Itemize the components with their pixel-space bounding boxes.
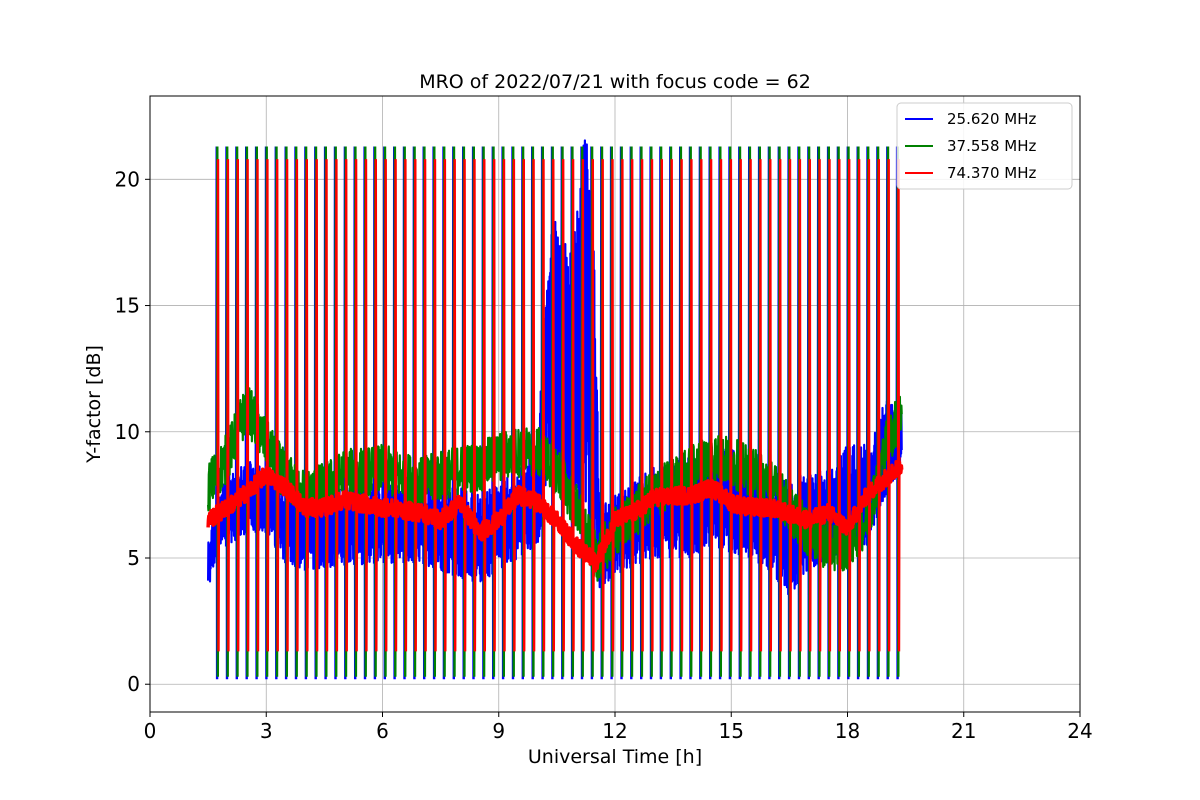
calibration-pulse bbox=[403, 159, 408, 652]
legend: 25.620 MHz 37.558 MHz 74.370 MHz bbox=[896, 102, 1073, 190]
calibration-pulse bbox=[226, 159, 230, 652]
calibration-pulse bbox=[482, 159, 487, 652]
calibration-pulse bbox=[699, 159, 704, 652]
chart-title: MRO of 2022/07/21 with focus code = 62 bbox=[419, 71, 811, 93]
x-tick-label: 12 bbox=[602, 719, 627, 743]
calibration-pulse bbox=[433, 159, 438, 652]
calibration-pulse bbox=[551, 159, 556, 652]
calibration-pulse bbox=[561, 159, 566, 652]
calibration-pulse bbox=[591, 159, 595, 652]
calibration-pulse bbox=[216, 159, 221, 652]
calibration-pulse bbox=[571, 159, 576, 652]
calibration-pulse bbox=[778, 159, 783, 652]
calibration-pulse bbox=[857, 159, 862, 652]
calibration-pulse bbox=[798, 159, 802, 652]
calibration-pulse bbox=[610, 159, 615, 652]
calibration-pulse bbox=[709, 159, 714, 652]
y-tick-label: 0 bbox=[127, 672, 140, 696]
calibration-pulse bbox=[502, 159, 507, 652]
y-tick-label: 5 bbox=[127, 546, 140, 570]
calibration-pulse bbox=[847, 159, 852, 652]
y-tick-label: 10 bbox=[115, 420, 140, 444]
calibration-pulse bbox=[749, 159, 753, 652]
calibration-pulse bbox=[768, 159, 773, 652]
y-axis-ticks: 0 5 10 15 20 bbox=[115, 167, 150, 696]
calibration-pulse bbox=[265, 159, 270, 652]
calibration-pulse bbox=[344, 159, 349, 652]
calibration-pulse bbox=[670, 159, 674, 652]
calibration-pulse bbox=[650, 159, 654, 652]
calibration-pulse bbox=[324, 159, 329, 652]
calibration-pulse bbox=[601, 159, 605, 652]
calibration-pulse bbox=[581, 159, 585, 652]
calibration-pulse bbox=[472, 159, 477, 652]
calibration-pulse bbox=[827, 159, 832, 652]
calibration-pulse bbox=[818, 159, 822, 652]
calibration-pulse bbox=[719, 159, 724, 652]
calibration-pulse bbox=[413, 159, 418, 652]
x-tick-label: 15 bbox=[719, 719, 744, 743]
calibration-pulse bbox=[394, 159, 398, 652]
plot-area bbox=[206, 139, 904, 680]
y-tick-label: 20 bbox=[115, 167, 140, 191]
calibration-pulse bbox=[354, 159, 359, 652]
calibration-pulse bbox=[453, 159, 457, 652]
calibration-pulse bbox=[236, 159, 240, 652]
legend-label: 74.370 MHz bbox=[947, 164, 1036, 182]
x-axis-ticks: 0 3 6 9 12 15 18 21 24 bbox=[144, 712, 1093, 743]
calibration-pulse bbox=[729, 159, 733, 652]
calibration-pulse bbox=[443, 159, 447, 652]
y-axis-label: Y-factor [dB] bbox=[83, 345, 105, 464]
calibration-pulse bbox=[315, 159, 319, 652]
calibration-pulse bbox=[522, 159, 526, 652]
calibration-pulse bbox=[512, 159, 516, 652]
calibration-pulse bbox=[877, 159, 881, 652]
legend-label: 25.620 MHz bbox=[947, 110, 1036, 128]
series-band bbox=[207, 382, 903, 582]
legend-box bbox=[896, 102, 1073, 190]
x-tick-label: 3 bbox=[260, 719, 273, 743]
calibration-pulse bbox=[285, 159, 290, 652]
calibration-pulse bbox=[758, 159, 763, 652]
calibration-pulse bbox=[630, 159, 635, 652]
calibration-pulse bbox=[374, 159, 378, 652]
calibration-pulse bbox=[896, 159, 901, 652]
calibration-pulse bbox=[660, 159, 664, 652]
calibration-pulse bbox=[887, 159, 891, 652]
calibration-pulse bbox=[384, 159, 388, 652]
calibration-pulse bbox=[255, 159, 260, 652]
calibration-pulse bbox=[640, 159, 645, 652]
y-tick-label: 15 bbox=[115, 294, 140, 318]
calibration-pulse bbox=[423, 159, 428, 652]
x-tick-label: 6 bbox=[376, 719, 389, 743]
calibration-pulse bbox=[334, 159, 339, 652]
x-tick-label: 21 bbox=[951, 719, 976, 743]
x-tick-label: 0 bbox=[144, 719, 157, 743]
calibration-pulse bbox=[739, 159, 743, 652]
calibration-pulse bbox=[788, 159, 793, 652]
calibration-pulse bbox=[541, 159, 546, 652]
x-tick-label: 18 bbox=[835, 719, 860, 743]
calibration-pulse bbox=[808, 159, 812, 652]
calibration-pulse bbox=[680, 159, 684, 652]
calibration-pulse bbox=[689, 159, 694, 652]
series-layer bbox=[206, 139, 904, 680]
calibration-pulse bbox=[246, 159, 250, 652]
calibration-pulse bbox=[364, 159, 368, 652]
calibration-pulse bbox=[275, 159, 280, 652]
calibration-pulse bbox=[305, 159, 309, 652]
x-axis-label: Universal Time [h] bbox=[528, 746, 702, 768]
legend-label: 37.558 MHz bbox=[947, 137, 1036, 155]
calibration-pulse bbox=[837, 159, 842, 652]
series-74-370-mhz bbox=[206, 159, 904, 652]
calibration-pulse bbox=[492, 159, 497, 652]
calibration-pulse bbox=[463, 159, 467, 652]
calibration-pulse bbox=[620, 159, 625, 652]
calibration-pulse bbox=[867, 159, 871, 652]
calibration-pulse bbox=[295, 159, 299, 652]
calibration-pulse bbox=[532, 159, 536, 652]
x-tick-label: 9 bbox=[492, 719, 505, 743]
x-tick-label: 24 bbox=[1067, 719, 1092, 743]
